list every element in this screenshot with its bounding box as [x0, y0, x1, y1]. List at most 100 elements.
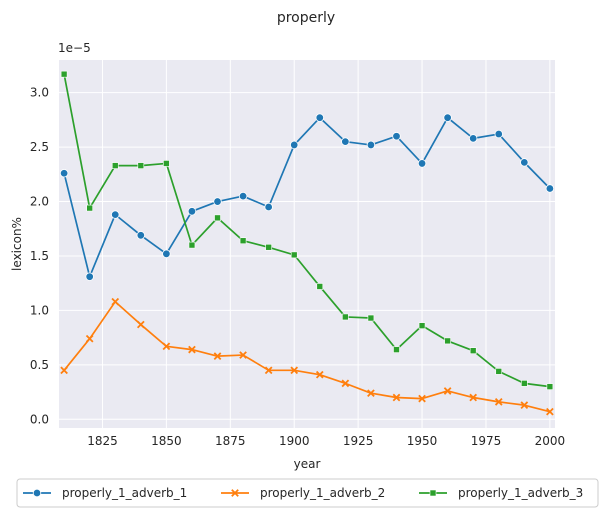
y-tick-label: 1.0 — [30, 303, 49, 317]
data-point — [111, 297, 120, 306]
data-point — [214, 214, 221, 222]
y-tick-label: 0.5 — [30, 358, 49, 372]
series-line — [63, 73, 550, 388]
legend-item-2: properly_1_adverb_2 — [221, 486, 385, 500]
grid — [59, 60, 555, 428]
x-tick-label: 1950 — [407, 434, 438, 448]
data-point — [418, 394, 426, 403]
data-point — [418, 322, 426, 329]
series-line — [63, 116, 551, 278]
data-point — [264, 202, 273, 212]
legend-label: properly_1_adverb_3 — [458, 486, 583, 500]
data-point — [546, 383, 554, 390]
plot-area — [59, 60, 555, 428]
legend-marker — [32, 488, 42, 498]
data-point — [213, 352, 222, 360]
legend-item-1: properly_1_adverb_1 — [23, 486, 187, 500]
x-tick-label: 1925 — [343, 434, 374, 448]
series-line — [63, 300, 551, 413]
data-point — [444, 337, 451, 345]
data-point — [290, 140, 299, 150]
legend: properly_1_adverb_1 properly_1_adverb_2 pr… — [16, 478, 599, 508]
data-point — [546, 407, 554, 416]
data-point — [136, 231, 146, 240]
data-point — [392, 132, 401, 141]
data-point — [111, 210, 120, 219]
data-point — [521, 380, 528, 387]
y-tick-label: 2.0 — [30, 195, 49, 209]
legend-marker — [231, 489, 239, 497]
data-point — [188, 345, 196, 354]
data-point — [264, 366, 273, 375]
data-point — [265, 243, 272, 251]
x-tick-label: 1875 — [215, 434, 246, 448]
y-tick-label: 1.5 — [30, 249, 49, 263]
y-axis-title: lexicon% — [10, 217, 24, 271]
data-point — [545, 184, 555, 193]
data-point — [137, 162, 145, 169]
data-point — [136, 320, 145, 329]
series-3 — [60, 70, 554, 390]
x-axis-title: year — [294, 457, 321, 471]
legend-box — [16, 478, 599, 508]
y-offset-label: 1e−5 — [58, 41, 91, 55]
data-point — [393, 346, 400, 353]
axes: 1825 1850 1875 1900 1925 1950 1975 2000 0.0 0.5 1.… — [30, 86, 565, 448]
data-point — [367, 389, 375, 397]
data-point — [443, 387, 452, 395]
series-2 — [60, 297, 554, 416]
data-point — [163, 160, 170, 167]
legend-label: properly_1_adverb_2 — [260, 486, 385, 500]
data-point — [213, 197, 222, 206]
data-point — [60, 70, 68, 78]
data-point — [417, 159, 427, 168]
data-point — [315, 113, 324, 122]
data-point — [59, 169, 69, 178]
data-point — [495, 368, 503, 375]
x-tick-label: 1850 — [151, 434, 182, 448]
data-point — [60, 366, 68, 375]
y-tick-label: 0.0 — [30, 412, 49, 426]
x-tick-label: 1900 — [279, 434, 310, 448]
data-point — [520, 158, 529, 167]
data-point — [316, 283, 324, 290]
x-tick-label: 1975 — [471, 434, 502, 448]
legend-label: properly_1_adverb_1 — [62, 486, 187, 500]
data-point — [162, 249, 171, 258]
data-point — [341, 379, 350, 388]
legend-marker — [429, 489, 437, 497]
data-point — [341, 137, 350, 146]
data-point — [187, 207, 197, 216]
data-point — [443, 113, 452, 122]
data-point — [469, 393, 478, 402]
data-point — [342, 313, 349, 321]
series-1 — [59, 113, 555, 281]
y-tick-label: 2.5 — [30, 140, 49, 154]
data-point — [468, 134, 478, 143]
legend-item-3: properly_1_adverb_3 — [419, 486, 583, 500]
data-point — [85, 272, 94, 281]
data-point — [238, 191, 248, 201]
x-tick-label: 2000 — [535, 434, 566, 448]
chart-title: properly — [277, 10, 335, 26]
data-point — [290, 366, 299, 375]
data-point — [315, 370, 324, 379]
data-point — [86, 204, 93, 212]
data-point — [367, 314, 375, 322]
data-point — [162, 342, 171, 351]
data-point — [494, 398, 503, 406]
x-tick-label: 1825 — [87, 434, 118, 448]
data-point — [392, 393, 401, 402]
y-tick-label: 3.0 — [30, 86, 49, 100]
data-point — [520, 401, 529, 409]
data-point — [111, 162, 119, 169]
data-point — [290, 251, 298, 259]
data-point — [239, 351, 247, 359]
data-point — [188, 241, 196, 249]
series-layer — [59, 70, 555, 416]
data-point — [239, 237, 247, 245]
data-point — [469, 347, 477, 354]
data-point — [366, 140, 376, 150]
data-point — [85, 334, 94, 343]
